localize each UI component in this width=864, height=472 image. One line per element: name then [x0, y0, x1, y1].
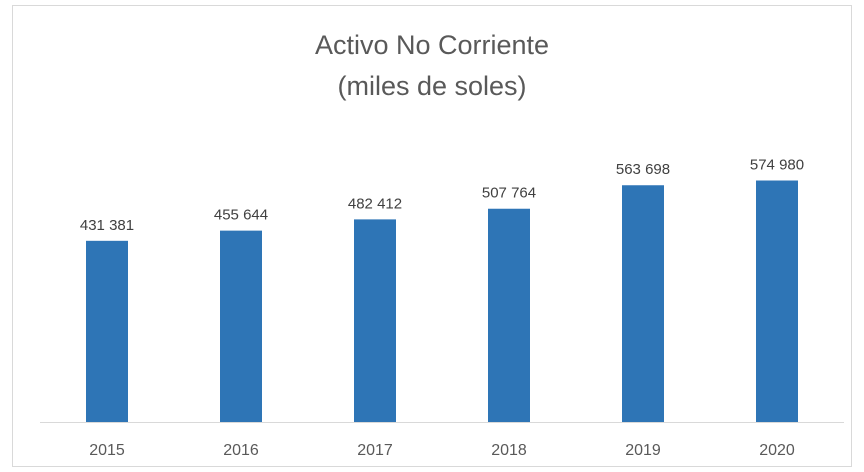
chart-title: Activo No Corriente	[315, 30, 549, 60]
x-tick-label: 2017	[357, 442, 393, 459]
chart-subtitle: (miles de soles)	[337, 71, 526, 101]
x-tick-label: 2015	[89, 442, 125, 459]
bar	[220, 230, 262, 422]
data-label: 507 764	[482, 185, 536, 202]
data-label: 574 980	[750, 156, 804, 173]
bar	[756, 180, 798, 422]
x-tick-label: 2020	[759, 442, 795, 459]
x-tick-label: 2019	[625, 442, 661, 459]
chart-border	[12, 5, 852, 467]
data-label: 431 381	[80, 217, 134, 234]
bar	[86, 240, 128, 422]
data-label: 482 412	[348, 195, 402, 212]
bar	[622, 185, 664, 422]
data-label: 563 698	[616, 161, 670, 178]
x-tick-label: 2016	[223, 442, 259, 459]
bar	[354, 219, 396, 422]
bar	[488, 208, 530, 422]
data-label: 455 644	[214, 207, 268, 224]
x-tick-label: 2018	[491, 442, 527, 459]
